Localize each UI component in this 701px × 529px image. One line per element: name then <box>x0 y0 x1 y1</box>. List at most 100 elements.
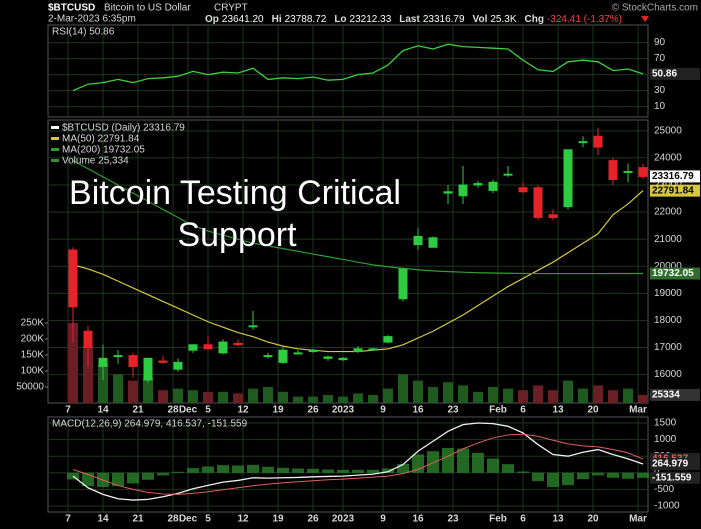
volume-bar <box>113 374 123 403</box>
volume-bar <box>308 396 318 403</box>
candle-body <box>233 342 243 346</box>
volume-bar <box>533 385 543 403</box>
x-tick-label: 7 <box>65 405 71 416</box>
volume-tick-label: 100K <box>21 366 45 377</box>
histogram-bar <box>442 447 454 473</box>
histogram-bar <box>622 472 634 479</box>
quote-label: Op <box>205 14 219 25</box>
last-value-box <box>650 184 700 197</box>
series-line <box>72 422 644 501</box>
panel <box>47 119 649 404</box>
histogram-bar <box>322 469 334 473</box>
volume-bar <box>218 391 228 403</box>
histogram-bar <box>292 468 304 473</box>
volume-bar <box>278 391 288 403</box>
y-tick-label: 20000 <box>654 261 682 272</box>
histogram-bar <box>577 472 589 480</box>
volume-bar <box>233 393 243 403</box>
candle-body <box>263 355 273 358</box>
x-tick-label: 12 <box>237 514 249 525</box>
x-tick-label: 6 <box>520 514 526 525</box>
volume-bar <box>368 394 378 403</box>
candle-body <box>68 249 78 308</box>
volume-bar <box>578 388 588 403</box>
volume-bar <box>593 385 603 403</box>
last-value-label: 23316.79 <box>652 171 694 182</box>
series-line <box>72 160 644 275</box>
last-value-box <box>650 67 700 80</box>
last-value-box <box>650 471 700 484</box>
histogram-bar <box>142 472 154 480</box>
histogram-bar <box>562 472 574 486</box>
histogram-bar <box>532 472 544 482</box>
volume-bar <box>68 322 78 403</box>
y-tick-label: 30 <box>654 85 666 96</box>
candle-body <box>308 349 318 353</box>
histogram-bar <box>547 472 559 488</box>
x-tick-label: 19 <box>272 405 284 416</box>
quote-label: Lo <box>334 14 346 25</box>
y-tick-label: 25000 <box>654 125 682 136</box>
y-tick-label: 90 <box>654 37 666 48</box>
x-tick-label: 14 <box>97 514 109 525</box>
histogram-bar <box>607 472 619 478</box>
candle-body <box>473 183 483 186</box>
y-tick-label: 17000 <box>654 342 682 353</box>
histogram-bar <box>307 468 319 473</box>
volume-bar <box>158 390 168 403</box>
volume-bar <box>383 388 393 403</box>
candle-body <box>158 360 168 363</box>
legend-label: MA(50) 22791.84 <box>62 134 140 145</box>
annotation: Bitcoin Testing Critical <box>69 174 401 212</box>
histogram-bar <box>352 469 364 473</box>
histogram-bar <box>427 451 439 473</box>
candle-body <box>83 330 93 348</box>
histogram-bar <box>172 471 184 473</box>
volume-bar <box>638 394 648 403</box>
histogram-bar <box>382 468 394 473</box>
x-tick-label: 6 <box>520 405 526 416</box>
series-line <box>72 433 644 495</box>
histogram-bar <box>502 464 514 473</box>
x-tick-label: 19 <box>272 514 284 525</box>
quote-line: Op 23641.20 Hi 23788.72 Lo 23212.33 Last 23316.… <box>205 14 622 25</box>
last-value-label: -151.559 <box>652 472 692 483</box>
candle-body <box>518 187 528 193</box>
candle-body <box>113 355 123 358</box>
quote-label: Chg <box>525 14 544 25</box>
candle-body <box>218 341 228 354</box>
last-value-label: 22791.84 <box>652 185 694 196</box>
x-tick-label: 20 <box>587 514 599 525</box>
histogram-bar <box>127 472 139 484</box>
candle-body <box>638 167 648 177</box>
volume-tick-label: 150K <box>21 350 45 361</box>
panel-title: MACD(12,26,9) 264.979, 416.537, -151.559 <box>52 419 248 430</box>
candle-body <box>353 348 363 353</box>
volume-bar <box>548 390 558 403</box>
histogram-bar <box>637 472 649 478</box>
histogram-bar <box>412 454 424 473</box>
instrument-name: Bitcoin to US Dollar <box>104 3 191 14</box>
x-tick-label: 7 <box>65 514 71 525</box>
volume-bar <box>338 396 348 403</box>
watermark: © StockCharts.com <box>612 3 698 14</box>
y-tick-label: 24000 <box>654 153 682 164</box>
x-tick-label: Mar <box>629 514 647 525</box>
candle-body <box>533 187 543 218</box>
histogram-bar <box>367 469 379 473</box>
y-tick-label: 19000 <box>654 288 682 299</box>
x-tick-label: 21 <box>132 514 144 525</box>
last-value-box <box>650 388 700 401</box>
x-tick-label: Dec <box>179 514 198 525</box>
x-tick-label: 2023 <box>332 514 355 525</box>
candle-body <box>383 336 393 343</box>
x-tick-label: 2023 <box>332 405 355 416</box>
y-tick-label: 1000 <box>654 434 677 445</box>
histogram-bar <box>472 452 484 473</box>
x-tick-label: 23 <box>447 405 459 416</box>
candle-body <box>278 349 288 363</box>
candle-body <box>248 325 258 328</box>
x-tick-label: 26 <box>307 514 319 525</box>
quote-value: 23641.20 <box>222 14 264 25</box>
